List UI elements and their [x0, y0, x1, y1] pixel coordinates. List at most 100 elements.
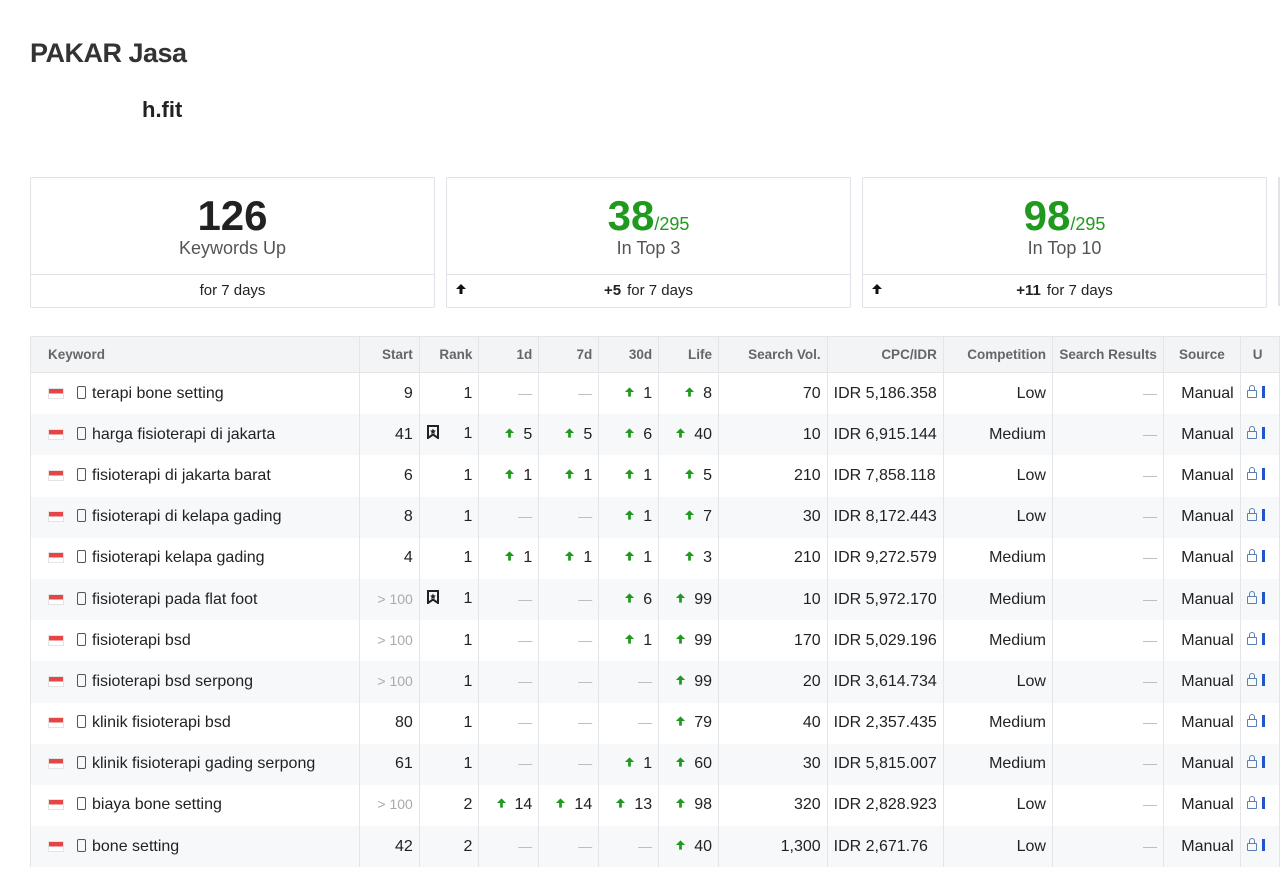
change-30d-cell: —: [598, 661, 660, 703]
keyword-cell[interactable]: biaya bone setting: [29, 784, 361, 827]
col-rank[interactable]: Rank: [418, 336, 480, 373]
table-row[interactable]: fisioterapi di kelapa gading 8 1— —1 7 30 IDR …: [29, 496, 1280, 538]
col-7d[interactable]: 7d: [538, 336, 600, 373]
search-results-cell: —: [1051, 537, 1164, 579]
col-search-volume[interactable]: Search Vol.: [718, 336, 828, 373]
lock-cell[interactable]: [1239, 414, 1280, 456]
start-cell: 42: [359, 826, 420, 868]
change-1d-cell: 5: [478, 414, 540, 456]
table-row[interactable]: klinik fisioterapi gading serpong 61 1— —1 6…: [29, 743, 1280, 785]
indonesia-flag-icon: [48, 717, 64, 729]
table-row[interactable]: bone setting 42 2 — — — 40 1,300 IDR 2,671.76 Low…: [29, 826, 1280, 868]
arrow-up-icon: [504, 469, 515, 483]
project-title: PAKAR Jasa: [30, 38, 187, 68]
keyword-text[interactable]: fisioterapi bsd: [92, 631, 191, 649]
mobile-icon: [77, 550, 86, 564]
keyword-text[interactable]: fisioterapi kelapa gading: [92, 549, 265, 567]
col-u[interactable]: U: [1239, 336, 1280, 373]
arrow-up-icon: [675, 675, 686, 689]
lock-icon[interactable]: [1246, 590, 1257, 604]
keyword-cell[interactable]: terapi bone setting: [29, 372, 361, 415]
tag-marker: [1261, 632, 1265, 645]
keyword-text[interactable]: terapi bone setting: [92, 384, 224, 402]
keyword-cell[interactable]: harga fisioterapi di jakarta: [29, 414, 361, 456]
keyword-cell[interactable]: fisioterapi di kelapa gading: [29, 496, 361, 538]
arrow-up-icon: [496, 798, 507, 812]
lock-cell[interactable]: [1239, 784, 1280, 827]
lock-cell[interactable]: [1239, 620, 1280, 662]
cpc-cell: IDR 8,172.443: [826, 496, 944, 538]
dash-icon: —: [1142, 755, 1157, 772]
keywords-table: Keyword Start Rank 1d 7d 30d Life Search…: [29, 336, 1280, 868]
lock-icon[interactable]: [1246, 466, 1257, 480]
lock-cell[interactable]: [1239, 455, 1280, 497]
bookmark-icon[interactable]: [426, 425, 439, 444]
arrow-up-icon: [624, 387, 635, 401]
table-row[interactable]: fisioterapi kelapa gading 4 1 1 1 1 3 210 IDR 9,…: [29, 537, 1280, 579]
keyword-text[interactable]: bone setting: [92, 837, 180, 855]
keyword-text[interactable]: harga fisioterapi di jakarta: [92, 425, 276, 443]
keyword-text[interactable]: biaya bone setting: [92, 796, 222, 814]
project-domain[interactable]: h.fit: [142, 97, 183, 122]
keyword-cell[interactable]: fisioterapi kelapa gading: [29, 537, 361, 579]
lock-icon[interactable]: [1246, 714, 1257, 728]
keyword-cell[interactable]: fisioterapi pada flat foot: [29, 578, 361, 621]
lock-cell[interactable]: [1239, 661, 1280, 703]
rank-cell: 1: [418, 496, 480, 538]
table-row[interactable]: fisioterapi bsd > 100 1— —1 99 170 IDR 5,029.1…: [29, 620, 1280, 662]
keyword-text[interactable]: fisioterapi di jakarta barat: [92, 466, 271, 484]
table-row[interactable]: harga fisioterapi di jakarta 41 1 5 5 6 40 10 ID…: [29, 414, 1280, 456]
lock-icon[interactable]: [1246, 631, 1257, 645]
lock-cell[interactable]: [1239, 702, 1280, 744]
source-cell: Manual: [1162, 784, 1241, 827]
col-life[interactable]: Life: [658, 336, 720, 373]
keyword-cell[interactable]: fisioterapi bsd serpong: [29, 661, 361, 703]
col-keyword[interactable]: Keyword: [29, 336, 361, 373]
table-row[interactable]: fisioterapi pada flat foot > 100 1 — — 6 99 10 I…: [29, 578, 1280, 621]
keyword-cell[interactable]: klinik fisioterapi gading serpong: [29, 743, 361, 785]
lock-cell[interactable]: [1239, 826, 1280, 868]
lock-icon[interactable]: [1246, 508, 1257, 522]
mobile-icon: [77, 509, 86, 523]
table-row[interactable]: biaya bone setting > 100 2 14 14 13 98 320 IDR 2…: [29, 784, 1280, 827]
keyword-text[interactable]: fisioterapi bsd serpong: [92, 672, 253, 690]
col-search-results[interactable]: Search Results: [1051, 336, 1164, 373]
bookmark-icon[interactable]: [426, 590, 439, 609]
lock-cell[interactable]: [1239, 578, 1280, 621]
col-30d[interactable]: 30d: [598, 336, 660, 373]
keyword-text[interactable]: fisioterapi pada flat foot: [92, 590, 258, 608]
lock-icon[interactable]: [1246, 837, 1257, 851]
keyword-cell[interactable]: klinik fisioterapi bsd: [29, 702, 361, 744]
lock-icon[interactable]: [1246, 384, 1257, 398]
change-1d-cell: —: [478, 578, 540, 621]
indonesia-flag-icon: [48, 634, 64, 646]
lock-cell[interactable]: [1239, 537, 1280, 579]
lock-icon[interactable]: [1246, 549, 1257, 563]
lock-cell[interactable]: [1239, 496, 1280, 538]
keyword-text[interactable]: klinik fisioterapi gading serpong: [92, 755, 316, 773]
table-row[interactable]: terapi bone setting 9 1— —1 8 70 IDR 5,186.358…: [29, 372, 1280, 415]
keyword-text[interactable]: fisioterapi di kelapa gading: [92, 508, 282, 526]
lock-icon[interactable]: [1246, 796, 1257, 810]
col-start[interactable]: Start: [359, 336, 420, 373]
col-1d[interactable]: 1d: [478, 336, 540, 373]
col-competition[interactable]: Competition: [942, 336, 1053, 373]
col-cpc[interactable]: CPC/IDR: [826, 336, 944, 373]
col-source[interactable]: Source: [1162, 336, 1241, 373]
table-row[interactable]: fisioterapi di jakarta barat 6 1 1 1 1 5 210 IDR…: [29, 455, 1280, 497]
lock-cell[interactable]: [1239, 372, 1280, 415]
lock-icon[interactable]: [1246, 425, 1257, 439]
table-row[interactable]: fisioterapi bsd serpong > 100 1 — — — 99 20 IDR …: [29, 661, 1280, 703]
lock-icon[interactable]: [1246, 672, 1257, 686]
keyword-text[interactable]: klinik fisioterapi bsd: [92, 714, 231, 732]
lock-cell[interactable]: [1239, 743, 1280, 785]
table-row[interactable]: klinik fisioterapi bsd 80 1 — — — 79 40 IDR 2,35…: [29, 702, 1280, 744]
keyword-cell[interactable]: bone setting: [29, 826, 361, 868]
source-cell: Manual: [1162, 372, 1241, 415]
lock-icon[interactable]: [1246, 755, 1257, 769]
change-7d-cell: 1: [538, 455, 600, 497]
arrow-up-icon: [675, 634, 686, 648]
keyword-cell[interactable]: fisioterapi bsd: [29, 620, 361, 662]
dash-icon: —: [1142, 714, 1157, 731]
keyword-cell[interactable]: fisioterapi di jakarta barat: [29, 455, 361, 497]
